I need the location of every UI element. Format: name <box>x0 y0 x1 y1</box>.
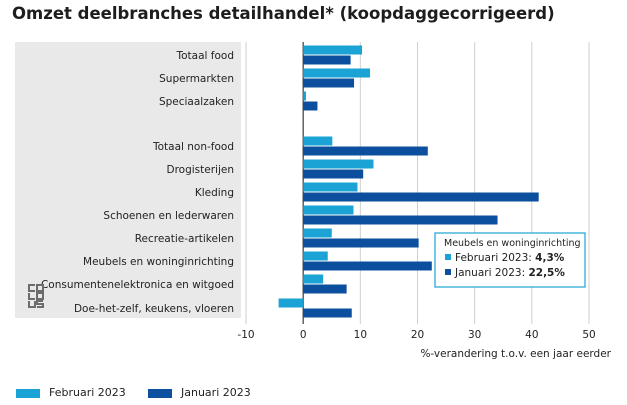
bar[interactable] <box>303 182 358 192</box>
x-tick-label: 40 <box>525 329 538 341</box>
bar[interactable] <box>303 101 318 111</box>
tooltip-title: Meubels en woninginrichting <box>444 238 581 249</box>
bar[interactable] <box>303 55 351 65</box>
x-tick-label: -10 <box>237 329 254 341</box>
tooltip-row: Januari 2023: 22,5% <box>454 267 565 279</box>
bar[interactable] <box>303 91 307 101</box>
legend-label-feb: Februari 2023 <box>49 386 126 399</box>
bar[interactable] <box>303 45 363 55</box>
category-label: Drogisterijen <box>167 164 235 176</box>
category-label: Speciaalzaken <box>159 96 234 108</box>
bar[interactable] <box>303 192 539 202</box>
x-tick-label: 50 <box>582 329 595 341</box>
bar[interactable] <box>278 298 304 308</box>
bar[interactable] <box>303 308 352 318</box>
category-label: Supermarkten <box>159 73 234 85</box>
bar[interactable] <box>303 251 328 261</box>
bar[interactable] <box>303 169 364 179</box>
bar[interactable] <box>303 68 371 78</box>
tooltip-swatch <box>445 269 451 275</box>
category-label: Totaal non-food <box>152 141 234 153</box>
legend-item-jan[interactable]: Januari 2023 <box>148 386 251 399</box>
tooltip-row: Februari 2023: 4,3% <box>455 252 565 264</box>
tooltip-box <box>434 232 586 288</box>
chart-title: Omzet deelbranches detailhandel* (koopda… <box>12 4 555 23</box>
x-tick-label: 0 <box>300 329 307 341</box>
bar[interactable] <box>303 146 428 156</box>
category-label: Recreatie-artikelen <box>135 233 234 245</box>
bar[interactable] <box>303 205 354 215</box>
category-label: Consumentenelektronica en witgoed <box>41 279 234 291</box>
legend-item-feb[interactable]: Februari 2023 <box>16 386 126 399</box>
x-axis-label: %-verandering t.o.v. een jaar eerder <box>420 348 611 360</box>
cbs-logo <box>28 284 44 308</box>
bar[interactable] <box>303 136 333 146</box>
bar[interactable] <box>303 228 332 238</box>
tooltip: Meubels en woninginrichting Februari 2023… <box>434 232 586 288</box>
x-tick-label: 20 <box>411 329 424 341</box>
category-label: Meubels en woninginrichting <box>83 256 234 268</box>
bar[interactable] <box>303 284 347 294</box>
bar[interactable] <box>303 274 324 284</box>
bar[interactable] <box>303 215 498 225</box>
category-label: Schoenen en lederwaren <box>103 210 234 222</box>
category-label: Totaal food <box>175 50 234 62</box>
x-tick-label: 10 <box>354 329 367 341</box>
bar[interactable] <box>303 261 432 271</box>
x-tick-label: 30 <box>468 329 481 341</box>
bar[interactable] <box>303 159 374 169</box>
tooltip-swatch <box>445 254 451 260</box>
legend-label-jan: Januari 2023 <box>181 386 251 399</box>
category-label: Kleding <box>195 187 234 199</box>
bar[interactable] <box>303 238 419 248</box>
bar[interactable] <box>303 78 355 88</box>
category-band <box>15 42 241 318</box>
legend-swatch-jan <box>148 388 172 398</box>
category-label: Doe-het-zelf, keukens, vloeren <box>74 303 234 315</box>
legend-swatch-feb <box>16 388 40 398</box>
